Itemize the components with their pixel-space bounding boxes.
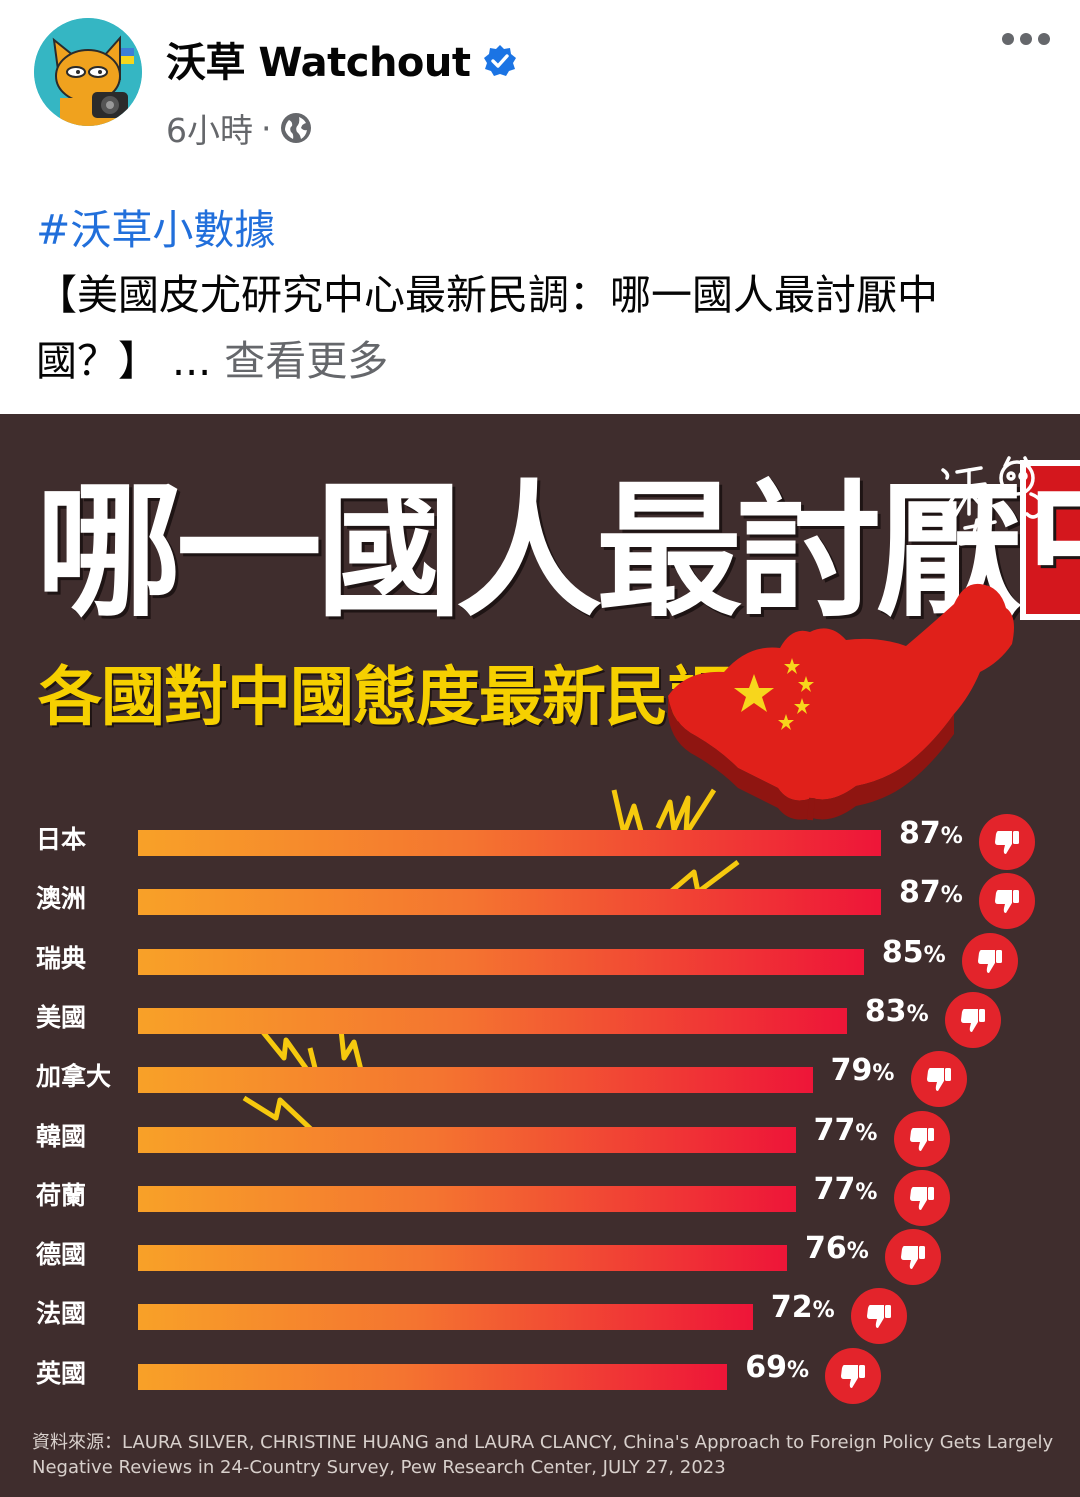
globe-icon[interactable] <box>280 112 312 144</box>
signature-logo <box>939 456 1044 568</box>
bar-value-label: 76% <box>805 1231 869 1266</box>
thumbs-down-icon <box>944 991 1001 1048</box>
bar-value-number: 83 <box>864 993 907 1029</box>
thumbs-down-icon <box>961 932 1018 989</box>
bar-value-number: 77 <box>813 1112 856 1148</box>
bar <box>138 830 881 856</box>
bar <box>138 1126 796 1153</box>
post-time[interactable]: 6小時 <box>166 111 253 150</box>
thumbs-down-icon <box>910 1051 967 1108</box>
more-options-icon[interactable] <box>1002 28 1050 50</box>
meta-separator: · <box>261 108 272 148</box>
bar-row: 瑞典 85% <box>0 929 1080 989</box>
bar-row: 法國 72% <box>0 1284 1080 1345</box>
bar-value-label: 87% <box>899 816 963 851</box>
bar-value-label: 79% <box>831 1053 895 1088</box>
bar-value-unit: % <box>872 1061 895 1087</box>
bar-value-label: 85% <box>882 935 946 970</box>
verified-badge-icon <box>483 42 517 76</box>
lightning-icon <box>666 860 740 896</box>
cat-avatar-icon <box>34 18 142 126</box>
title-prefix: 哪一國人最討厭 <box>36 467 1022 637</box>
bar-category-label: 美國 <box>36 1002 87 1032</box>
bar-value-number: 69 <box>745 1349 787 1385</box>
bar-row: 韓國 77% <box>0 1107 1080 1167</box>
caption-ellipsis: ... <box>172 337 212 385</box>
bar-category-label: 日本 <box>36 825 87 854</box>
thumbs-down-icon <box>893 1169 950 1226</box>
thumbs-down-icon <box>885 1229 942 1286</box>
see-more-link[interactable]: 查看更多 <box>224 337 389 385</box>
bar-category-label: 加拿大 <box>36 1062 112 1092</box>
thumbs-down-icon <box>825 1347 882 1404</box>
caption-text: 【美國皮尤研究中心最新民調：哪一國人最討厭中國？】 <box>36 271 938 385</box>
bar-value-unit: % <box>940 824 963 849</box>
bar-value-number: 72 <box>770 1290 813 1326</box>
bar-category-label: 德國 <box>36 1240 87 1270</box>
bar-value-label: 72% <box>771 1290 835 1325</box>
bar-value-unit: % <box>906 1001 929 1027</box>
post-meta: 6小時 · <box>166 104 312 152</box>
bar-value-unit: % <box>855 1179 878 1205</box>
bar-category-label: 韓國 <box>36 1121 87 1151</box>
bar-value-number: 76 <box>805 1231 847 1267</box>
bar-value-number: 85 <box>881 934 924 970</box>
bar-value-unit: % <box>940 883 963 909</box>
author-avatar[interactable] <box>34 18 142 126</box>
bar-row: 加拿大 79% <box>0 1047 1080 1108</box>
bar-row: 荷蘭 77% <box>0 1166 1080 1226</box>
bar-value-label: 77% <box>814 1172 878 1207</box>
bar-row: 日本 87% <box>0 810 1080 870</box>
bar-value-number: 79 <box>830 1053 873 1089</box>
bar <box>138 948 864 975</box>
bar-category-label: 英國 <box>36 1358 87 1388</box>
bar <box>138 1067 813 1094</box>
bar-category-label: 澳洲 <box>36 884 87 914</box>
thumbs-down-icon <box>893 1110 950 1167</box>
thumbs-down-icon <box>978 873 1035 930</box>
bar-row: 美國 83% <box>0 988 1080 1048</box>
author-name[interactable]: 沃草 Watchout <box>166 40 471 86</box>
bar-category-label: 荷蘭 <box>36 1180 87 1210</box>
infographic-image[interactable]: 哪一國人最討厭 中國 ？ 各國對中國態度最新民調 <box>0 414 1080 1497</box>
thumbs-down-icon <box>978 814 1035 870</box>
bar-value-label: 83% <box>865 994 929 1029</box>
lightning-icon <box>242 1095 316 1134</box>
bar <box>138 1304 753 1331</box>
bar <box>138 889 881 916</box>
bar <box>138 1185 796 1212</box>
post-author: 沃草 Watchout <box>166 30 517 88</box>
china-map-icon <box>668 583 1014 821</box>
bar-value-label: 69% <box>745 1350 809 1385</box>
bar-row: 澳洲 87% <box>0 869 1080 930</box>
bar-value-unit: % <box>787 1357 810 1383</box>
hashtag-link[interactable]: #沃草小數據 <box>36 206 276 254</box>
source-citation: 資料來源：LAURA SILVER, CHRISTINE HUANG and L… <box>32 1432 1054 1478</box>
post-caption: 【美國皮尤研究中心最新民調：哪一國人最討厭中國？】 ... 查看更多 <box>36 262 1036 394</box>
bar <box>138 1363 728 1390</box>
bar-value-number: 77 <box>813 1171 856 1207</box>
bar-category-label: 法國 <box>36 1299 87 1329</box>
infographic-subtitle: 各國對中國態度最新民調 <box>38 661 732 735</box>
bar-row: 英國 69% <box>0 1344 1080 1404</box>
bar-value-unit: % <box>923 942 946 968</box>
bar <box>138 1007 847 1034</box>
thumbs-down-icon <box>850 1288 907 1345</box>
bar-value-number: 87 <box>898 875 941 911</box>
bar-value-number: 87 <box>898 816 941 851</box>
bar-value-unit: % <box>812 1298 835 1324</box>
bar-value-unit: % <box>846 1239 869 1265</box>
bar-value-unit: % <box>855 1120 878 1146</box>
bar-value-label: 77% <box>814 1113 878 1148</box>
bar-value-label: 87% <box>899 875 963 910</box>
bar-row: 德國 76% <box>0 1225 1080 1286</box>
bar <box>138 1245 788 1272</box>
bar-category-label: 瑞典 <box>36 943 87 973</box>
lightning-icon <box>611 788 717 843</box>
